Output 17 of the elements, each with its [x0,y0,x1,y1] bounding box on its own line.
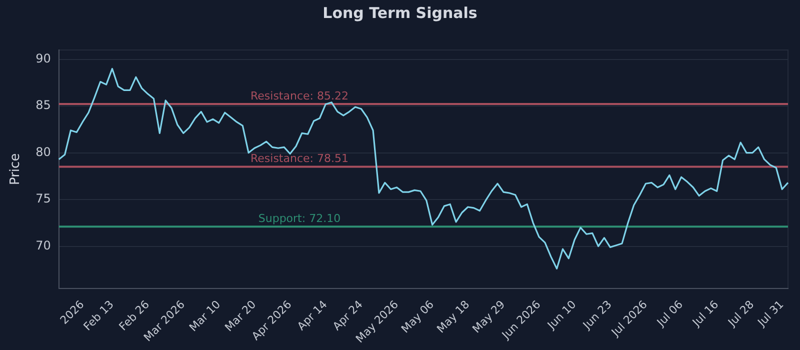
y-tick-label: 85 [36,98,51,112]
y-tick-label: 80 [36,144,51,159]
x-tick-label: Apr 14 [294,298,330,333]
x-tick-label: Jul 28 [724,298,757,330]
ref-line-label: Resistance: 85.22 [250,89,348,102]
x-tick-label: Mar 10 [186,298,224,334]
y-tick-label: 70 [36,238,51,252]
y-axis-title: Price [8,153,24,186]
x-tick-label: Jul 16 [689,298,722,330]
x-tick-label: Jul 06 [654,298,686,330]
y-tick-label: 90 [36,51,51,66]
chart-title: Long Term Signals [322,4,478,22]
x-tick-label: Jul 31 [754,298,786,330]
ref-line-label: Resistance: 78.51 [250,152,348,166]
ref-line-label: Support: 72.10 [258,212,341,225]
x-tick-label: Jun 10 [544,298,579,332]
y-tick-label: 75 [36,192,51,206]
